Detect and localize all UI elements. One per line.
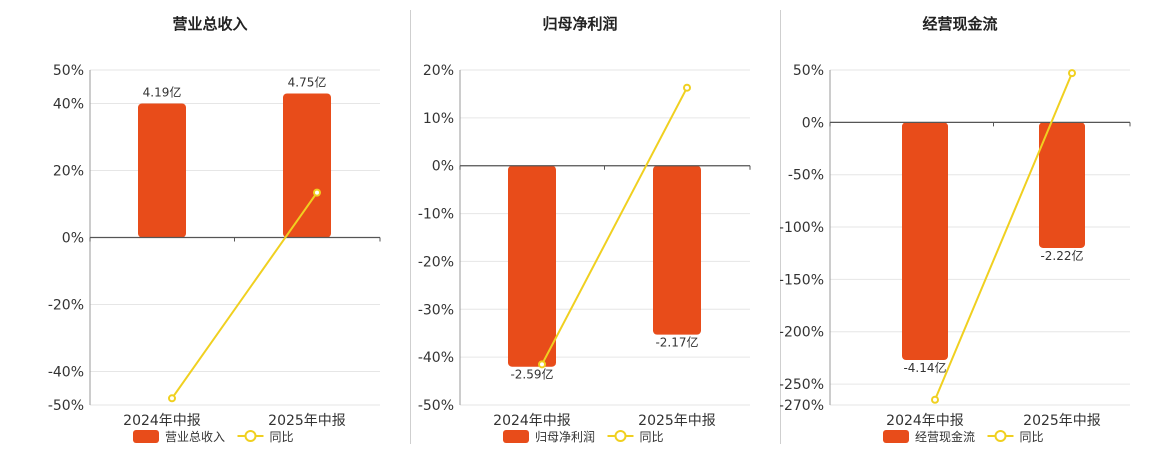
legend-bar-swatch bbox=[883, 430, 909, 443]
yoy-point bbox=[931, 395, 939, 404]
bar bbox=[283, 93, 331, 238]
bar-data-label: 4.75亿 bbox=[288, 74, 327, 89]
yoy-point bbox=[1068, 69, 1076, 78]
legend-bar-label: 经营现金流 bbox=[915, 429, 975, 444]
bar bbox=[508, 165, 556, 367]
operating-cashflow-chart: 经营现金流 50% 0% -50% -100% -150% -200% -250% -270% -… bbox=[780, 15, 1131, 444]
net-profit-chart: 归母净利润 20% 10% 0% -10% -20% -30% -40% -50% -2.59亿 -… bbox=[418, 15, 751, 444]
bar-data-label: 4.19亿 bbox=[143, 85, 182, 100]
legend-bar-swatch bbox=[133, 430, 159, 443]
yoy-point bbox=[538, 360, 546, 369]
yoy-point bbox=[168, 394, 176, 403]
y-tick-label: -50% bbox=[418, 398, 454, 414]
x-category-label: 2024年中报 bbox=[123, 413, 201, 429]
y-tick-label: -50% bbox=[48, 398, 84, 414]
y-tick-label: -50% bbox=[788, 168, 824, 184]
bar bbox=[653, 165, 701, 335]
y-tick-label: -250% bbox=[780, 377, 824, 393]
legend-line-label: 同比 bbox=[1020, 430, 1044, 444]
legend-line-label: 同比 bbox=[640, 430, 664, 444]
x-category-label: 2025年中报 bbox=[268, 413, 346, 429]
y-tick-label: 50% bbox=[53, 63, 84, 79]
y-tick-label: 0% bbox=[62, 231, 84, 247]
legend-line-label: 同比 bbox=[270, 430, 294, 444]
x-category-label: 2025年中报 bbox=[638, 413, 716, 429]
legend-bar-swatch bbox=[503, 430, 529, 443]
y-tick-label: -40% bbox=[48, 365, 84, 381]
y-tick-label: 0% bbox=[802, 115, 824, 131]
y-tick-label: -150% bbox=[780, 272, 824, 288]
y-tick-label: -200% bbox=[780, 325, 824, 341]
chart-title: 经营现金流 bbox=[922, 15, 997, 33]
chart-title: 归母净利润 bbox=[542, 15, 617, 33]
legend-bar-label: 归母净利润 bbox=[535, 430, 595, 444]
y-tick-label: 20% bbox=[53, 164, 84, 180]
panel-divider bbox=[410, 10, 411, 444]
bar-data-label: -2.22亿 bbox=[1040, 248, 1083, 263]
y-tick-label: -10% bbox=[418, 207, 454, 223]
yoy-line bbox=[171, 192, 318, 399]
bar bbox=[138, 103, 186, 238]
yoy-point bbox=[313, 188, 321, 197]
y-tick-label: 50% bbox=[793, 63, 824, 79]
y-tick-label: 20% bbox=[423, 63, 454, 79]
y-tick-label: -40% bbox=[418, 350, 454, 366]
yoy-line bbox=[934, 72, 1073, 401]
bar bbox=[902, 122, 948, 360]
x-category-label: 2024年中报 bbox=[886, 413, 964, 429]
x-category-label: 2024年中报 bbox=[493, 413, 571, 429]
y-tick-label: 0% bbox=[432, 159, 454, 175]
revenue-chart: 营业总收入 50% 40% 20% 0% -20% -40% -50% 4.19亿 4.75亿 20… bbox=[48, 15, 381, 444]
y-tick-label: -270% bbox=[780, 398, 824, 414]
panel-divider bbox=[780, 10, 781, 444]
legend-line-marker bbox=[614, 430, 627, 442]
bar-data-label: -2.59亿 bbox=[510, 367, 553, 382]
legend-bar-label: 营业总收入 bbox=[165, 430, 225, 444]
legend-line-marker bbox=[244, 430, 257, 442]
legend-line-marker bbox=[994, 430, 1007, 442]
x-category-label: 2025年中报 bbox=[1023, 413, 1101, 429]
y-tick-label: 10% bbox=[423, 111, 454, 127]
y-tick-label: -20% bbox=[418, 254, 454, 270]
yoy-point bbox=[683, 83, 691, 92]
yoy-line bbox=[541, 87, 688, 365]
bar bbox=[1039, 122, 1085, 248]
bar-data-label: -4.14亿 bbox=[903, 360, 946, 375]
bar-data-label: -2.17亿 bbox=[655, 335, 698, 350]
y-tick-label: -30% bbox=[418, 302, 454, 318]
y-tick-label: 40% bbox=[53, 97, 84, 113]
y-tick-label: -20% bbox=[48, 298, 84, 314]
y-tick-label: -100% bbox=[780, 220, 824, 236]
chart-title: 营业总收入 bbox=[172, 15, 247, 33]
